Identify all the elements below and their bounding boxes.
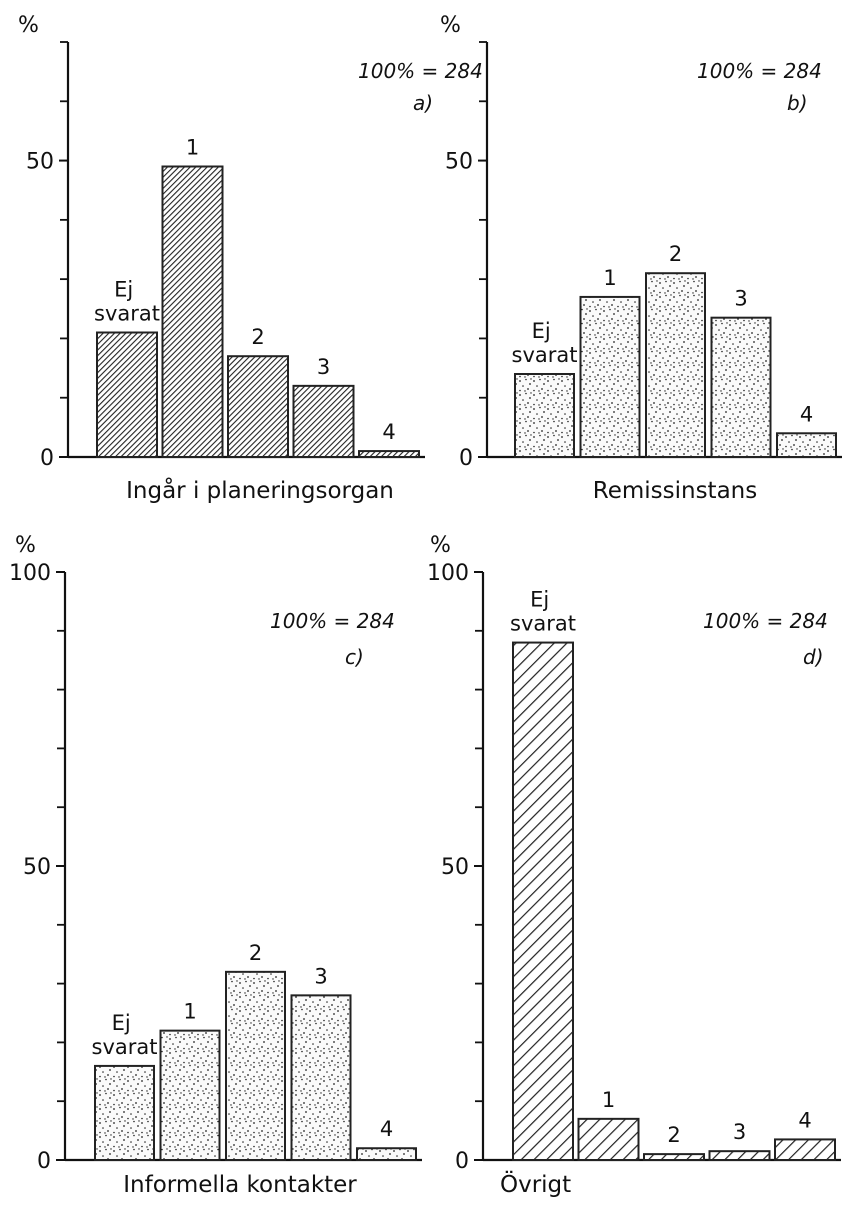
y-tick-label: 0 — [40, 446, 54, 471]
x-axis-title: Informella kontakter — [123, 1172, 357, 1198]
bar — [358, 450, 420, 459]
bar — [645, 272, 706, 459]
category-label: 4 — [382, 420, 395, 444]
bar — [161, 165, 224, 458]
bar — [643, 1153, 705, 1161]
category-label: 4 — [798, 1108, 811, 1132]
y-tick-label: 100 — [9, 561, 51, 586]
bar — [225, 970, 286, 1162]
y-tick-label: 0 — [459, 446, 473, 471]
panel-label: a) — [413, 91, 433, 115]
y-tick-label: 50 — [441, 855, 469, 880]
category-label: Ej svarat — [92, 1011, 158, 1059]
bar — [708, 1150, 771, 1162]
y-tick-label: 0 — [455, 1149, 469, 1174]
y-tick-label: 50 — [26, 150, 54, 175]
x-axis-title: Remissinstans — [593, 478, 757, 504]
bar — [774, 1138, 836, 1162]
y-tick-label: 100 — [427, 561, 469, 586]
bar — [159, 1029, 221, 1162]
category-label: Ej svarat — [512, 319, 578, 367]
bar — [94, 1064, 155, 1162]
category-label: 3 — [314, 964, 327, 988]
bar — [776, 432, 837, 458]
bar — [512, 641, 574, 1161]
category-label: 2 — [251, 325, 264, 349]
panel: % 0 50 100 100% = 284 d) Övrigt Ej svarat 1 2 3 4 — [427, 533, 841, 1198]
category-label: 4 — [380, 1117, 393, 1141]
bar — [292, 384, 355, 459]
category-label: 2 — [249, 941, 262, 965]
y-tick-label: 50 — [23, 855, 51, 880]
y-tick-label: 50 — [445, 150, 473, 175]
bar — [514, 373, 575, 458]
y-tick-label: 0 — [37, 1149, 51, 1174]
annotation: 100% = 284 — [703, 609, 828, 633]
panel: % 0 50 100% = 284 b) Remissinstans Ej svarat 1 2… — [440, 13, 842, 504]
bar — [290, 994, 352, 1161]
panel: % 0 50 100 100% = 284 c) Informella kontakter E… — [9, 533, 422, 1198]
annotation: 100% = 284 — [270, 609, 395, 633]
y-axis-label: % — [18, 13, 39, 38]
category-label: 1 — [183, 1000, 196, 1024]
category-label: 1 — [602, 1088, 615, 1112]
category-label: 1 — [186, 136, 199, 160]
y-axis-label: % — [430, 533, 451, 558]
panel-label: d) — [803, 645, 824, 669]
category-label: 3 — [317, 355, 330, 379]
panel-label: c) — [345, 645, 364, 669]
category-label: Ej svarat — [510, 588, 576, 636]
bar — [710, 316, 772, 458]
annotation: 100% = 284 — [697, 59, 822, 83]
x-axis-title: Övrigt — [500, 1170, 571, 1198]
bar — [227, 355, 289, 459]
bar — [356, 1147, 417, 1161]
y-axis-label: % — [15, 533, 36, 558]
x-axis-title: Ingår i planeringsorgan — [126, 476, 394, 504]
bar — [577, 1117, 640, 1161]
bar — [579, 295, 641, 458]
annotation: 100% = 284 — [358, 59, 483, 83]
bar — [96, 331, 158, 458]
panel-label: b) — [787, 91, 808, 115]
category-label: Ej svarat — [94, 278, 160, 326]
category-label: 3 — [734, 287, 747, 311]
panel: % 0 50 100% = 284 a) Ingår i planeringsorgan E… — [18, 13, 483, 504]
category-label: 2 — [667, 1123, 680, 1147]
category-label: 3 — [733, 1120, 746, 1144]
category-label: 1 — [603, 266, 616, 290]
y-axis-label: % — [440, 13, 461, 38]
category-label: 2 — [669, 242, 682, 266]
category-label: 4 — [800, 402, 813, 426]
